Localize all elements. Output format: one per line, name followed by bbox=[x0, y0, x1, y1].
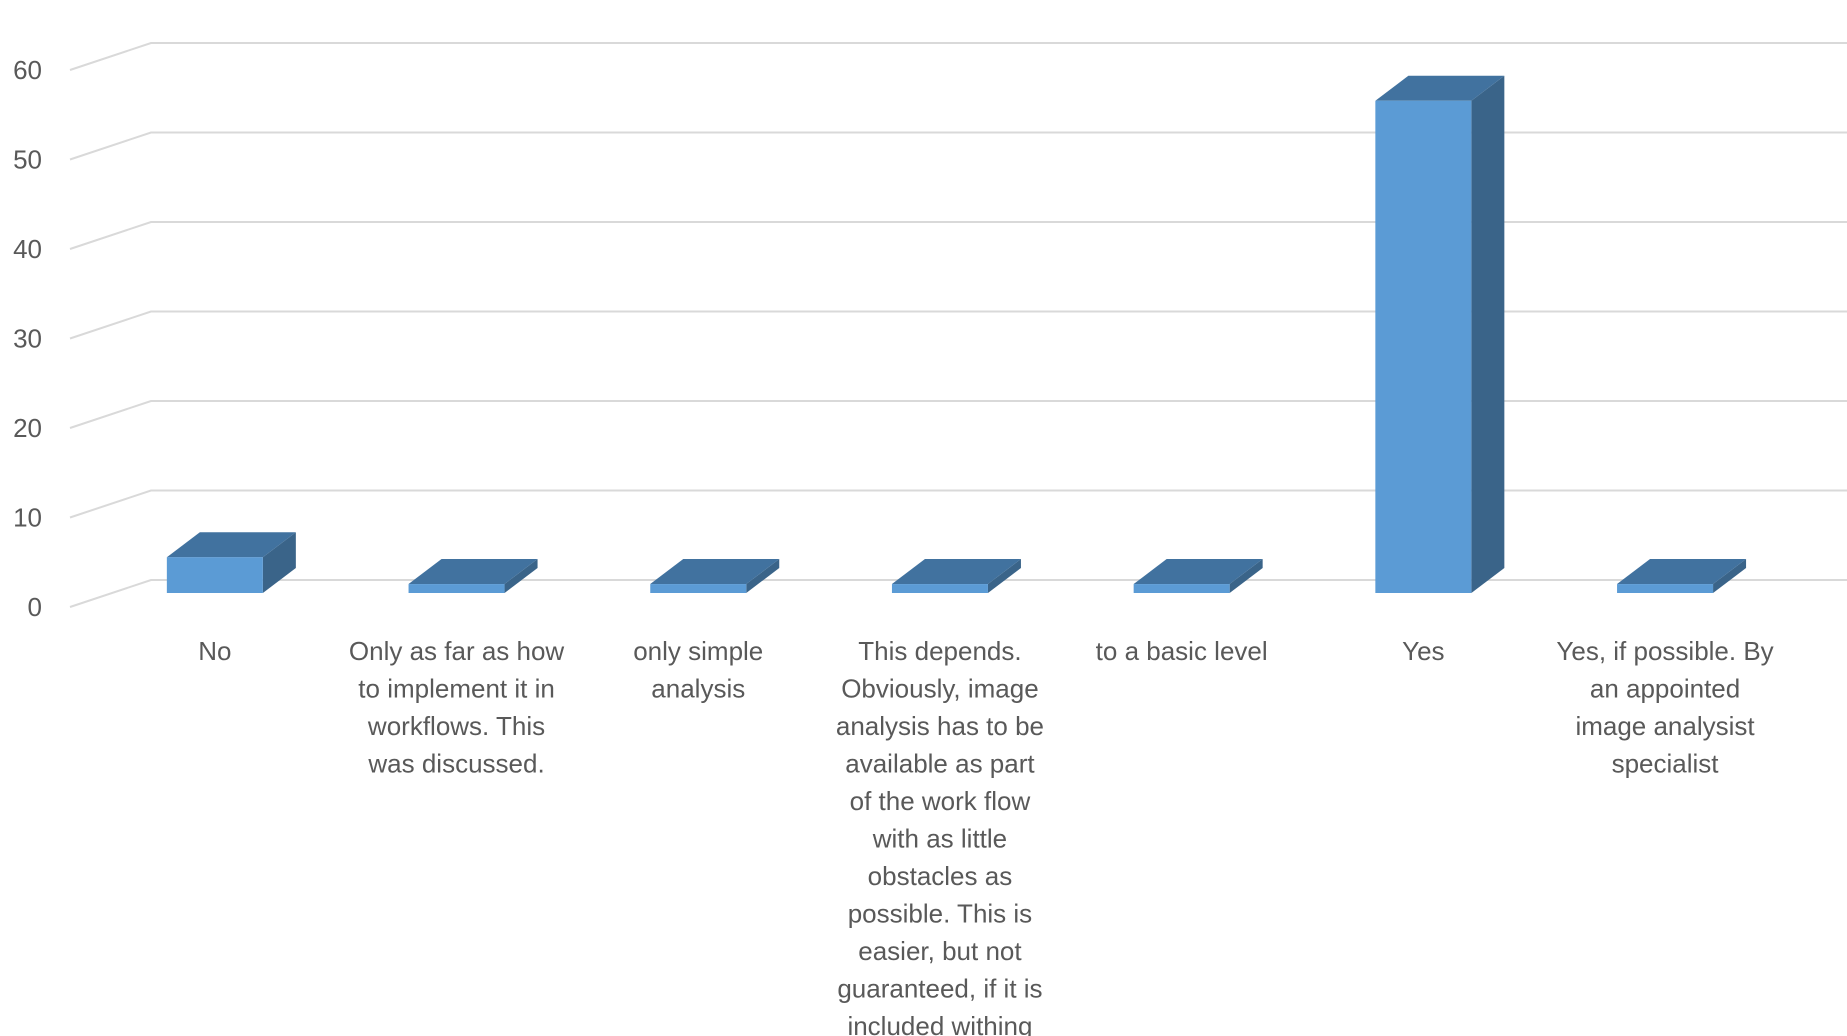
bar-top-face bbox=[166, 532, 296, 558]
x-tick-label-line: No bbox=[198, 636, 231, 666]
bar bbox=[1375, 75, 1505, 593]
x-tick-label-line: analysis bbox=[651, 674, 745, 704]
x-tick-label-line: Yes, if possible. By bbox=[1556, 636, 1773, 666]
x-tick-label-line: of the work flow bbox=[850, 786, 1031, 816]
y-tick-label: 10 bbox=[13, 503, 42, 533]
y-tick-label: 60 bbox=[13, 55, 42, 85]
bar-top-face bbox=[1617, 559, 1747, 585]
bar-top-face bbox=[891, 559, 1021, 585]
bar-front-face bbox=[1133, 584, 1230, 593]
bar-side-face bbox=[1229, 559, 1263, 593]
x-tick-label-line: only simple bbox=[633, 636, 763, 666]
x-tick-label-line: guaranteed, if it is bbox=[837, 974, 1042, 1004]
gridline bbox=[69, 42, 1847, 71]
x-tick-label-line: available as part bbox=[845, 749, 1035, 779]
bar-top-face bbox=[650, 559, 780, 585]
bar bbox=[650, 559, 780, 593]
bar-side-face bbox=[1471, 75, 1505, 593]
x-tick-label-line: specialist bbox=[1612, 749, 1720, 779]
x-tick-label-line: included withing bbox=[847, 1011, 1032, 1036]
x-tick-label-line: analysis has to be bbox=[836, 711, 1044, 741]
y-tick-label: 20 bbox=[13, 413, 42, 443]
bar-front-face bbox=[166, 557, 263, 593]
bar-top-face bbox=[1375, 75, 1505, 101]
x-tick-label-line: Yes bbox=[1402, 636, 1444, 666]
gridlines bbox=[69, 42, 1847, 608]
bar bbox=[166, 532, 296, 593]
gridline bbox=[69, 579, 1847, 608]
bar-side-face bbox=[504, 559, 538, 593]
bar-front-face bbox=[1617, 584, 1714, 593]
x-tick-label-line: to a basic level bbox=[1096, 636, 1268, 666]
bar-side-face bbox=[746, 559, 780, 593]
y-axis-ticks: 0 10 20 30 40 50 60 bbox=[13, 55, 42, 622]
bars bbox=[166, 75, 1747, 593]
x-tick-label-line: workflows. This bbox=[367, 711, 545, 741]
x-tick-label-line: an appointed bbox=[1590, 674, 1740, 704]
bar-front-face bbox=[1375, 100, 1472, 593]
bar bbox=[1617, 559, 1747, 593]
x-tick-label-line: to implement it in bbox=[358, 674, 555, 704]
x-tick-label: only simple analysis bbox=[633, 636, 763, 704]
x-tick-label: Yes bbox=[1402, 636, 1444, 666]
bar-top-face bbox=[408, 559, 538, 585]
gridline bbox=[69, 131, 1847, 161]
x-tick-label-line: possible. This is bbox=[848, 899, 1033, 929]
y-tick-label: 40 bbox=[13, 234, 42, 264]
gridline bbox=[69, 489, 1847, 519]
x-tick-label-line: with as little bbox=[872, 824, 1007, 854]
x-tick-label-line: was discussed. bbox=[367, 749, 544, 779]
x-tick-label: Only as far as how to implement it in work… bbox=[349, 636, 565, 779]
x-tick-label: Yes, if possible. By an appointed image an… bbox=[1556, 636, 1773, 779]
bar-top-face bbox=[1133, 559, 1263, 585]
y-tick-label: 50 bbox=[13, 145, 42, 175]
y-tick-label: 30 bbox=[13, 324, 42, 354]
bar-front-face bbox=[650, 584, 747, 593]
x-tick-label: This depends. Obviously, image analysis ha… bbox=[836, 636, 1044, 1036]
bar-side-face bbox=[987, 559, 1021, 593]
bar-side-face bbox=[1713, 559, 1747, 593]
bar bbox=[1133, 559, 1263, 593]
bar bbox=[891, 559, 1021, 593]
x-tick-label-line: obstacles as bbox=[868, 861, 1013, 891]
x-tick-label-line: Obviously, image bbox=[841, 674, 1039, 704]
x-tick-label: to a basic level bbox=[1096, 636, 1268, 666]
x-tick-label: No bbox=[198, 636, 231, 666]
bar-front-face bbox=[891, 584, 988, 593]
gridline bbox=[69, 400, 1847, 429]
x-tick-label-line: image analysist bbox=[1575, 711, 1755, 741]
bar bbox=[408, 559, 538, 593]
y-tick-label: 0 bbox=[28, 592, 42, 622]
x-tick-label-line: easier, but not bbox=[858, 936, 1022, 966]
gridline bbox=[69, 221, 1847, 250]
bar-side-face bbox=[262, 532, 296, 593]
bar-front-face bbox=[408, 584, 505, 593]
category-labels: No Only as far as how to implement it in wo… bbox=[198, 636, 1773, 1036]
x-tick-label-line: This depends. bbox=[858, 636, 1021, 666]
gridline bbox=[69, 310, 1847, 340]
x-tick-label-line: Only as far as how bbox=[349, 636, 565, 666]
